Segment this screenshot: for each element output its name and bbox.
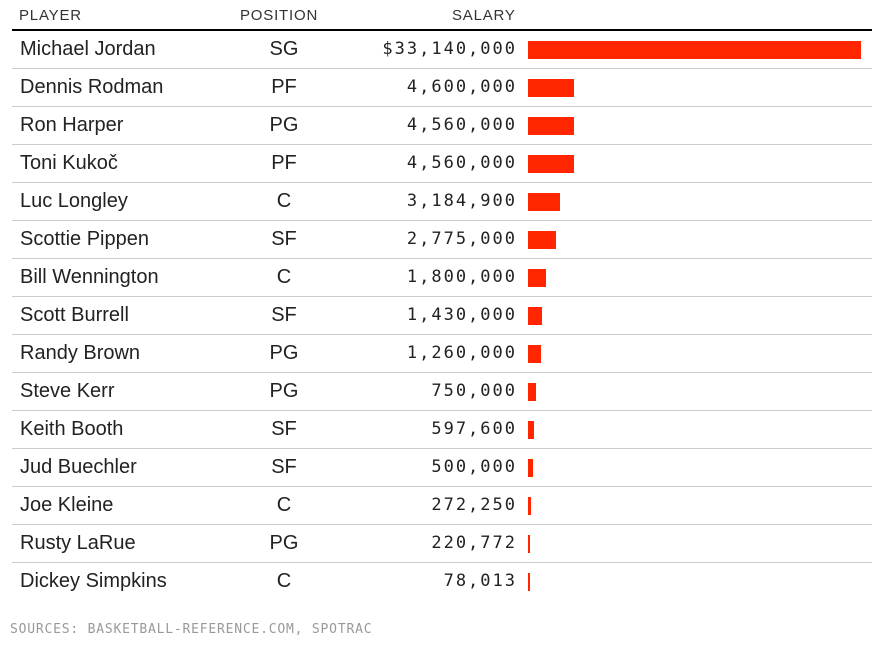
salary-bar: [528, 231, 556, 249]
player-name: Luc Longley: [20, 190, 128, 212]
player-name: Bill Wennington: [20, 266, 159, 288]
player-position: PF: [271, 152, 297, 174]
player-name: Michael Jordan: [20, 38, 156, 60]
salary-bar: [528, 573, 530, 591]
salary-value: 1,800,000: [406, 267, 517, 287]
player-position: C: [276, 190, 292, 212]
salary-value: 750,000: [431, 381, 517, 401]
salary-value: 1,260,000: [406, 343, 517, 363]
salary-bar: [528, 193, 560, 211]
salary-value: $33,140,000: [382, 39, 517, 59]
player-position: PG: [269, 114, 299, 136]
header-salary: SALARY: [452, 7, 516, 24]
salary-value: 4,560,000: [406, 153, 517, 173]
player-name: Jud Buechler: [20, 456, 137, 478]
player-position: SF: [271, 456, 297, 478]
salary-bar: [528, 307, 543, 325]
salary-value: 78,013: [443, 571, 517, 591]
table-row: Ron Harper PG 4,560,000: [12, 107, 872, 145]
salary-bar: [528, 79, 575, 97]
player-name: Ron Harper: [20, 114, 124, 136]
salary-value: 4,600,000: [406, 77, 517, 97]
player-position: PG: [269, 380, 299, 402]
player-position: C: [276, 494, 292, 516]
table-row: Scottie Pippen SF 2,775,000: [12, 221, 872, 259]
table-row: Michael Jordan SG $33,140,000: [12, 31, 872, 69]
table-row: Jud Buechler SF 500,000: [12, 449, 872, 487]
player-position: SG: [269, 38, 299, 60]
player-name: Scott Burrell: [20, 304, 129, 326]
salary-bar: [528, 269, 547, 287]
player-position: C: [276, 570, 292, 592]
salary-bar: [528, 459, 534, 477]
salary-bar: [528, 117, 574, 135]
table-row: Scott Burrell SF 1,430,000: [12, 297, 872, 335]
table-row: Bill Wennington C 1,800,000: [12, 259, 872, 297]
salary-value: 2,775,000: [406, 229, 517, 249]
salary-bar: [528, 535, 531, 553]
salary-value: 597,600: [431, 419, 517, 439]
salary-bar: [528, 41, 861, 59]
player-position: SF: [271, 304, 297, 326]
salary-bar: [528, 383, 536, 401]
salary-value: 220,772: [431, 533, 517, 553]
salary-value: 272,250: [431, 495, 517, 515]
salary-value: 500,000: [431, 457, 517, 477]
table-row: Dickey Simpkins C 78,013: [12, 563, 872, 600]
player-position: SF: [271, 418, 297, 440]
player-position: SF: [271, 228, 297, 250]
player-name: Toni Kukoč: [20, 152, 118, 174]
player-name: Keith Booth: [20, 418, 124, 440]
salary-value: 3,184,900: [406, 191, 517, 211]
salary-bar: [528, 497, 531, 515]
table-row: Randy Brown PG 1,260,000: [12, 335, 872, 373]
table-row: Steve Kerr PG 750,000: [12, 373, 872, 411]
player-position: PG: [269, 532, 299, 554]
player-name: Dickey Simpkins: [20, 570, 167, 592]
salary-bar: [528, 345, 541, 363]
player-position: C: [276, 266, 292, 288]
player-name: Steve Kerr: [20, 380, 115, 402]
salary-bar: [528, 421, 534, 439]
table-row: Toni Kukoč PF 4,560,000: [12, 145, 872, 183]
player-name: Joe Kleine: [20, 494, 114, 516]
player-name: Dennis Rodman: [20, 76, 164, 98]
salary-value: 1,430,000: [406, 305, 517, 325]
salary-bar: [528, 155, 574, 173]
source-note: SOURCES: BASKETBALL-REFERENCE.COM, SPOTR…: [10, 622, 373, 637]
player-position: PF: [271, 76, 297, 98]
salary-table: PLAYER POSITION SALARY Michael Jordan SG $…: [12, 0, 872, 600]
player-name: Scottie Pippen: [20, 228, 149, 250]
table-row: Rusty LaRue PG 220,772: [12, 525, 872, 563]
table-row: Keith Booth SF 597,600: [12, 411, 872, 449]
player-name: Randy Brown: [20, 342, 141, 364]
header-position: POSITION: [240, 7, 319, 24]
table-row: Luc Longley C 3,184,900: [12, 183, 872, 221]
table-row: Dennis Rodman PF 4,600,000: [12, 69, 872, 107]
header-player: PLAYER: [19, 7, 82, 24]
salary-value: 4,560,000: [406, 115, 517, 135]
player-position: PG: [269, 342, 299, 364]
player-name: Rusty LaRue: [20, 532, 136, 554]
table-body: Michael Jordan SG $33,140,000 Dennis Rodman…: [12, 31, 872, 600]
table-row: Joe Kleine C 272,250: [12, 487, 872, 525]
table-header: PLAYER POSITION SALARY: [12, 0, 872, 31]
